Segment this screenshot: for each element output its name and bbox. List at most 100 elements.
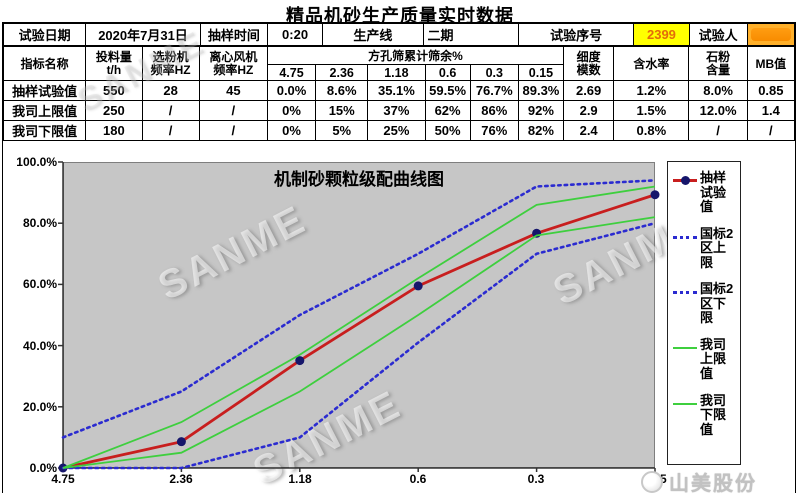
gradation-chart: SANME SANME SANME 机制砂颗粒级配曲线图 100.0% 80.0… (3, 141, 795, 501)
table-cell: 35.1% (367, 80, 426, 101)
chart-title: 机制砂颗粒级配曲线图 (274, 170, 444, 189)
table-cell: / (198, 100, 268, 121)
y-axis-label: 0.0% (29, 461, 57, 475)
tester-value-cell (746, 23, 796, 46)
row-name: 抽样试验值 (2, 80, 87, 101)
legend-label: 国标2区下限 (700, 281, 734, 326)
table-cell: 2.9 (563, 100, 615, 121)
sieve-col-2-36: 2.36 (315, 64, 369, 81)
col-header-stone-line1: 石粉 (706, 49, 731, 64)
report-sheet: SANME 试验日期 2020年7月31日 抽样时间 0:20 生产线 二期 试… (2, 22, 796, 501)
table-cell: 250 (85, 100, 143, 121)
legend-marker-green-icon (673, 402, 697, 405)
legend-marker-dotted-icon (673, 235, 697, 239)
table-cell: 76% (469, 120, 519, 141)
x-axis-label: 2.36 (169, 472, 193, 486)
table-cell: 15% (315, 100, 369, 121)
legend-item-our-lower: 我司下限值 (673, 392, 737, 438)
sample-time-value: 0:20 (266, 23, 324, 46)
col-header-fineness-line1: 细度 (576, 49, 601, 64)
table-cell: 1.4 (746, 100, 796, 121)
legend-item-gb-lower: 国标2区下限 (673, 282, 737, 326)
sanme-logo: 山美股份 (641, 467, 757, 496)
table-cell: 180 (85, 120, 143, 141)
row-name: 我司上限值 (2, 100, 87, 121)
sample-time-label: 抽样时间 (199, 23, 268, 46)
table-cell: 28 (141, 80, 200, 101)
col-header-fineness-line2: 模数 (576, 62, 601, 77)
sieve-col-4-75: 4.75 (266, 64, 317, 81)
table-cell: 1.5% (613, 100, 690, 121)
table-cell: 76.7% (469, 80, 519, 101)
y-axis-label: 80.0% (22, 216, 57, 230)
col-header-moisture: 含水率 (613, 46, 690, 81)
legend-marker-dotted-icon (673, 291, 697, 295)
table-row-upper-limit: 我司上限值 250 / / 0% 15% 37% 62% 86% 92% 2.9… (2, 100, 796, 121)
col-header-fan: 离心风机 频率HZ (198, 46, 268, 81)
table-cell: 50% (424, 120, 471, 141)
col-header-mb: MB值 (746, 46, 796, 81)
table-cell: 0.8% (613, 120, 690, 141)
table-cell: 8.6% (315, 80, 369, 101)
table-row-sample: 抽样试验值 550 28 45 0.0% 8.6% 35.1% 59.5% 76… (2, 80, 796, 101)
table-cell: 0.85 (746, 80, 796, 101)
page-title: 精品机砂生产质量实时数据 (286, 6, 514, 26)
table-cell: 0.0% (266, 80, 317, 101)
table-cell: 5% (315, 120, 369, 141)
chart-series-canvas (58, 161, 660, 473)
col-header-fineness: 细度 模数 (563, 46, 615, 81)
x-axis-label: 0.3 (527, 472, 545, 486)
table-cell: 8.0% (688, 80, 748, 101)
col-header-feed-line2: t/h (106, 62, 122, 77)
test-date-value: 2020年7月31日 (85, 23, 201, 46)
sieve-col-0-3: 0.3 (469, 64, 519, 81)
table-cell: / (141, 120, 200, 141)
table-row-lower-limit: 我司下限值 180 / / 0% 5% 25% 50% 76% 82% 2.4 … (2, 120, 796, 141)
sanme-logo-text: 山美股份 (669, 473, 757, 495)
table-cell: / (746, 120, 796, 141)
legend-item-sample: 抽样试验值 (673, 170, 737, 215)
y-axis-label: 40.0% (22, 339, 57, 353)
production-line-label: 生产线 (322, 23, 424, 46)
sieve-col-0-15: 0.15 (517, 64, 565, 81)
legend-item-our-upper: 我司上限值 (673, 337, 737, 382)
col-header-feed: 投料量 t/h (85, 46, 143, 81)
test-serial-value: 2399 (633, 23, 690, 46)
table-cell: 25% (367, 120, 426, 141)
col-header-fan-line2: 频率HZ (213, 62, 254, 77)
y-axis-label: 60.0% (22, 277, 57, 291)
tester-value-redacted (750, 28, 791, 41)
plot-area (63, 162, 655, 468)
header-row-1: 指标名称 投料量 t/h 选粉机 频率HZ 离心风机 频率HZ 方孔筛累计筛余% 细度… (2, 46, 796, 81)
col-header-feed-line1: 投料量 (95, 49, 132, 64)
y-axis-label: 20.0% (22, 400, 57, 414)
col-header-fan-line1: 离心风机 (209, 49, 258, 64)
production-line-value: 二期 (422, 23, 519, 46)
table-cell: 0% (266, 120, 317, 141)
legend-item-gb-upper: 国标2区上限 (673, 226, 737, 271)
info-row: 试验日期 2020年7月31日 抽样时间 0:20 生产线 二期 试验序号 23… (2, 23, 796, 46)
test-serial-label: 试验序号 (517, 23, 635, 46)
table-cell: 550 (85, 80, 143, 101)
table-cell: 37% (367, 100, 426, 121)
table-cell: 59.5% (424, 80, 471, 101)
legend-label: 抽样试验值 (700, 170, 727, 215)
chart-legend: 抽样试验值 国标2区上限 国标2区下限 我司上限值 我司下限值 (667, 161, 741, 465)
col-header-classifier: 选粉机 频率HZ (141, 46, 200, 81)
x-axis-label: 4.75 (51, 472, 75, 486)
col-header-stone: 石粉 含量 (688, 46, 748, 81)
table-cell: 62% (424, 100, 471, 121)
x-axis-label: 1.18 (288, 472, 312, 486)
legend-marker-sample-icon (673, 174, 697, 186)
legend-marker-green-icon (673, 346, 697, 349)
legend-label: 我司下限值 (700, 392, 727, 437)
col-header-classifier-line2: 频率HZ (150, 62, 191, 77)
sieve-col-0-6: 0.6 (424, 64, 471, 81)
table-cell: 2.4 (563, 120, 615, 141)
x-axis-label: 0.6 (409, 472, 427, 486)
table-cell: 12.0% (688, 100, 748, 121)
table-cell: / (198, 120, 268, 141)
table-cell: 92% (517, 100, 565, 121)
table-cell: 1.2% (613, 80, 690, 101)
test-date-label: 试验日期 (2, 23, 87, 46)
